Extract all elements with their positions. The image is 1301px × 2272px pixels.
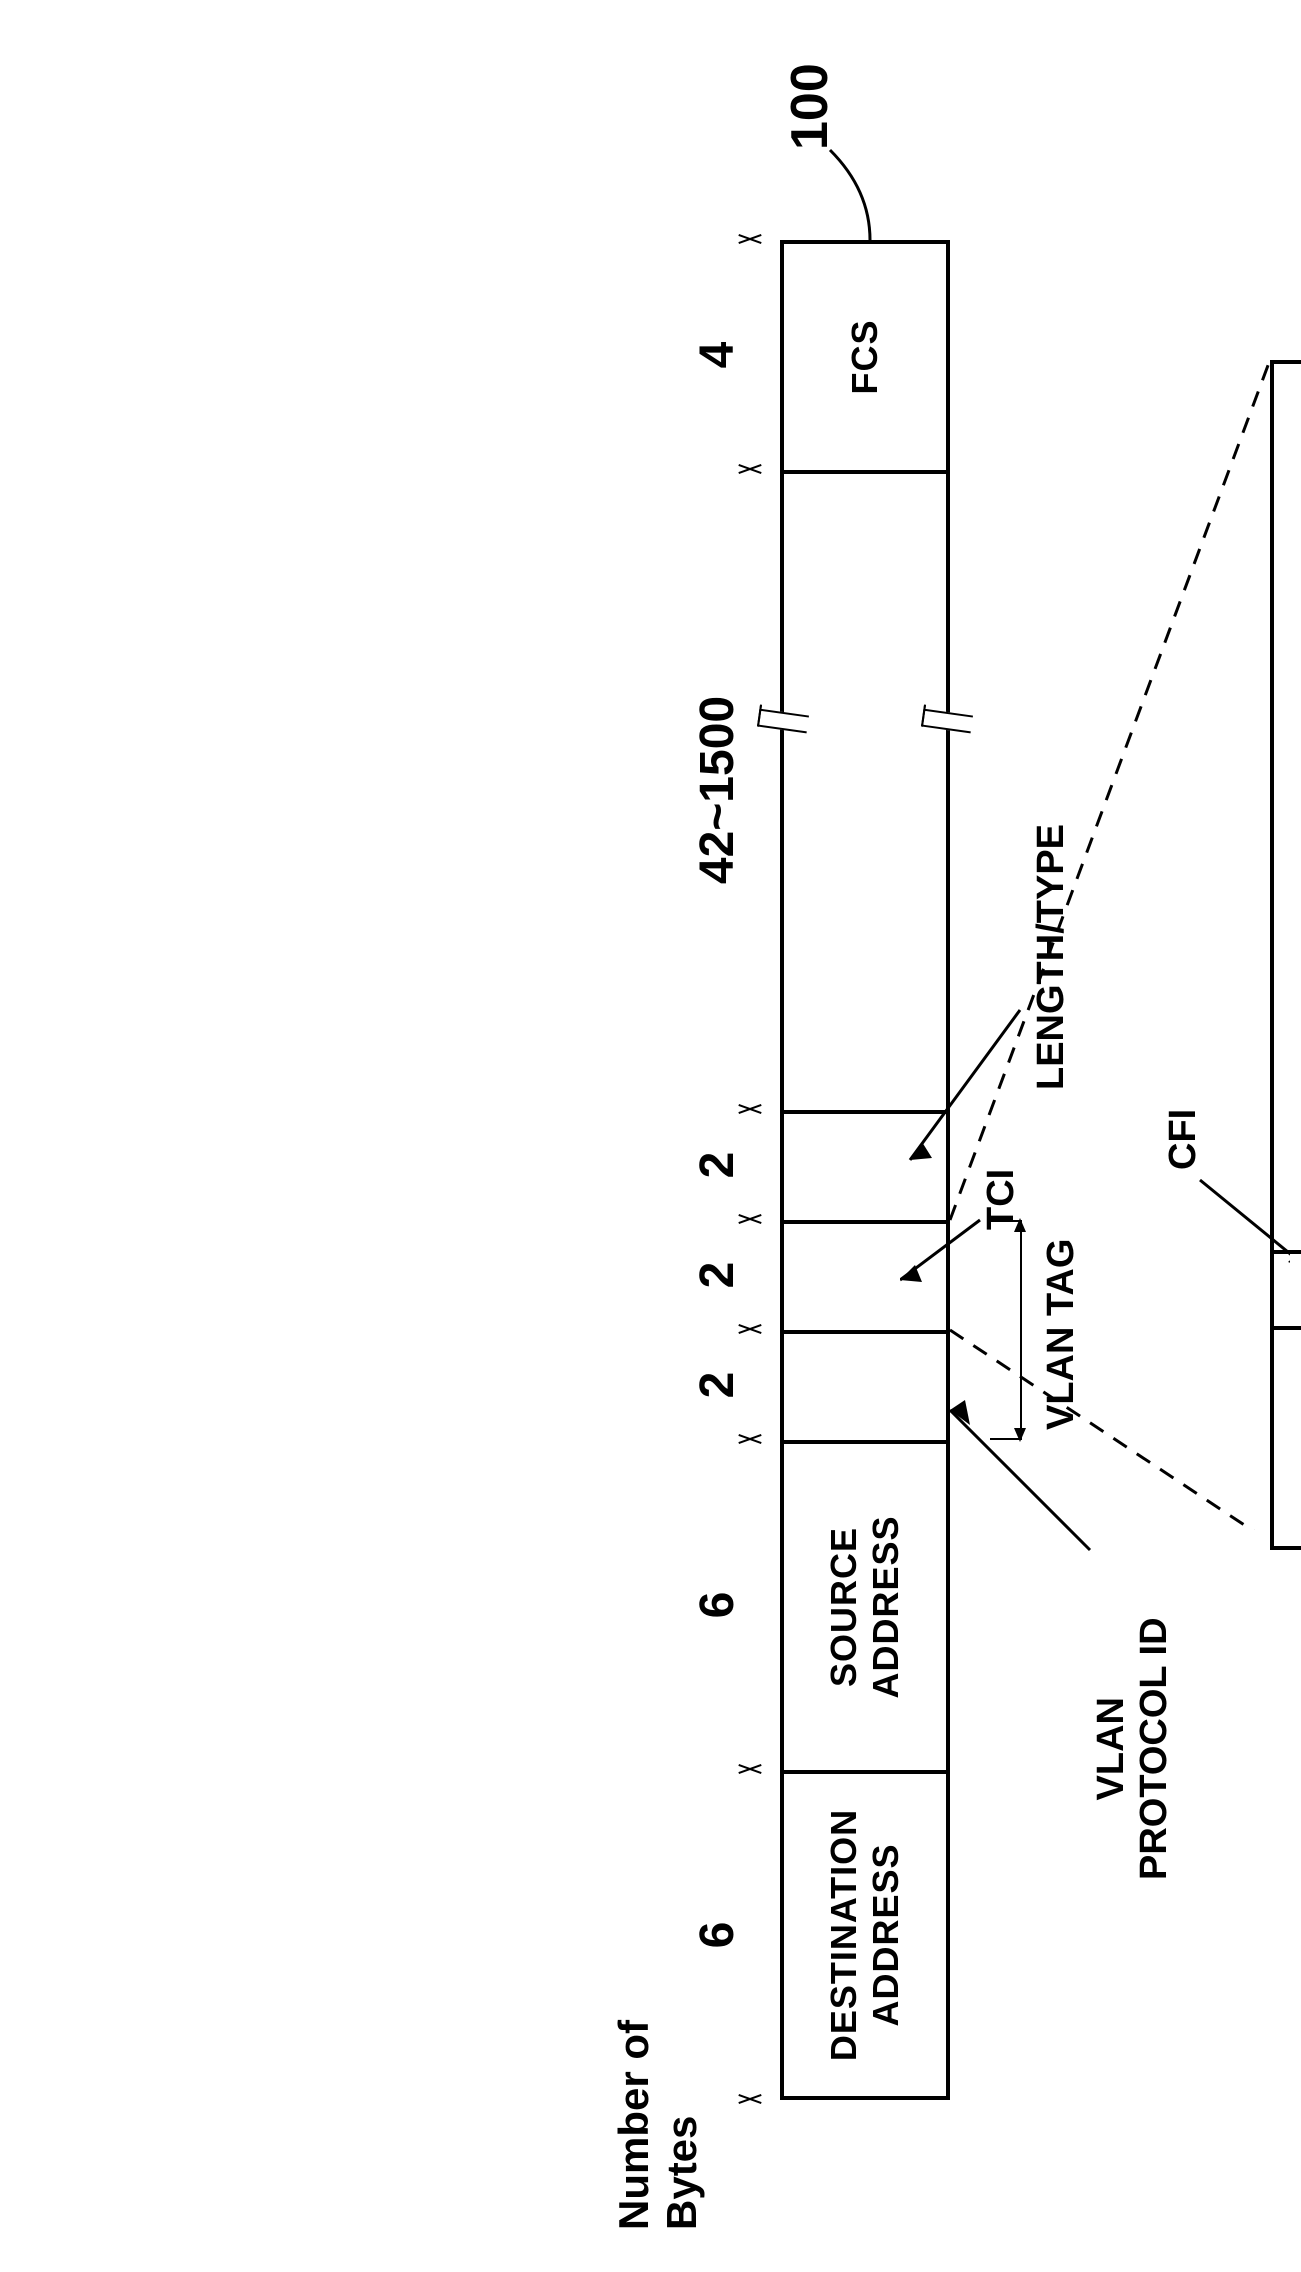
- field-source-address: SOURCE ADDRESS: [780, 1440, 950, 1774]
- field-destination-address: DESTINATION ADDRESS: [780, 1770, 950, 2100]
- field-fcs: FCS: [780, 240, 950, 474]
- dim-1: 6: [690, 1440, 745, 1770]
- tci-expand-guides: [950, 330, 1280, 1530]
- dim-5: 42~1500: [690, 470, 745, 1110]
- label-cfi: CFI: [1162, 1109, 1205, 1170]
- dimension-row: 6 6 2 2 2 42~1500 4: [690, 300, 770, 2100]
- callout-100: 100: [780, 63, 840, 150]
- field-vlan-protocol-id: [780, 1330, 950, 1444]
- tci-priority: PRIORITY: [1270, 1326, 1301, 1550]
- dim-2: 2: [690, 1330, 745, 1440]
- dim-6: 4: [690, 240, 745, 470]
- dim-0: 6: [690, 1770, 745, 2100]
- label-vlan-protocol-id: VLAN PROTOCOL ID: [1090, 1617, 1176, 1880]
- dim-3: 2: [690, 1220, 745, 1330]
- dim-4: 2: [690, 1110, 745, 1220]
